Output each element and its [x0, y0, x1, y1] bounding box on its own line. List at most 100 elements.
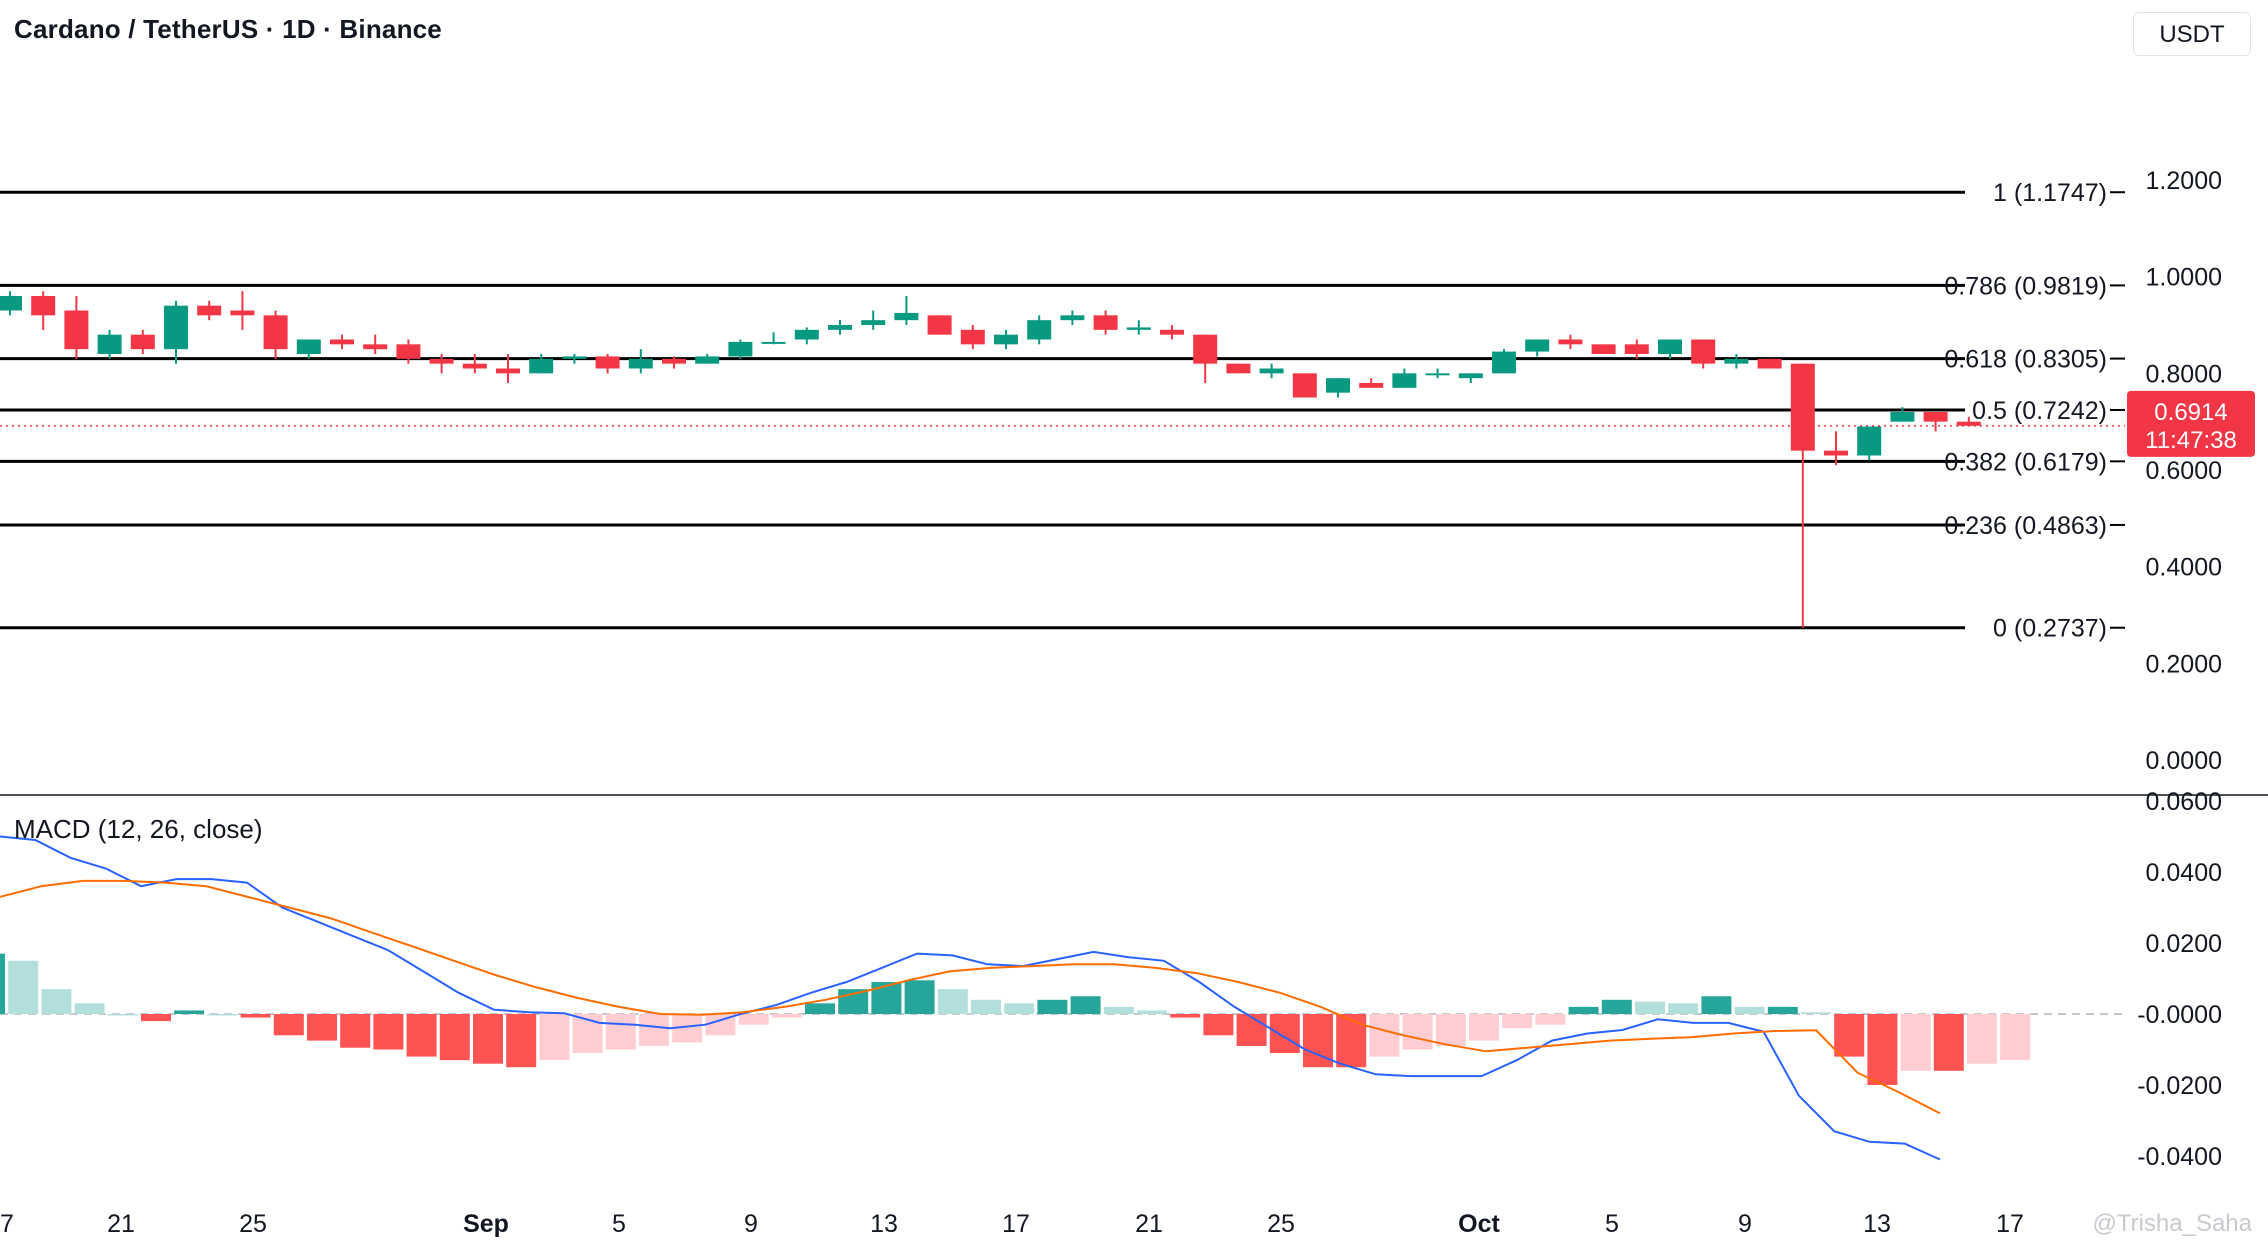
macd-tick-label: -0.0400 [2137, 1143, 2222, 1171]
price-tick-label: 1.2000 [2146, 167, 2222, 195]
macd-axis: 0.0600 0.0400 0.0200 -0.0000 -0.0200 -0.0400 [2137, 788, 2222, 1171]
candle-body [429, 358, 454, 364]
time-tick-label: 21 [107, 1210, 135, 1238]
macd-title[interactable]: MACD (12, 26, close) [14, 814, 263, 844]
candle-body [1658, 339, 1682, 354]
time-tick-label: 17 [1996, 1210, 2024, 1238]
currency-button[interactable]: USDT [2133, 12, 2251, 56]
current-price-countdown: 11:47:38 [2145, 427, 2237, 454]
time-tick-label: 5 [612, 1210, 626, 1238]
macd-histogram-bar [41, 989, 72, 1014]
candle-body [1890, 412, 1915, 422]
candle-body [1425, 373, 1450, 376]
macd-histogram-bar [1402, 1014, 1433, 1050]
candle-body [1624, 344, 1649, 354]
macd-histogram-bar [0, 953, 5, 1014]
candle-body [1824, 450, 1848, 456]
macd-tick-label: 0.0600 [2146, 788, 2222, 816]
macd-histogram-bar [1469, 1014, 1499, 1041]
macd-histogram-bar [506, 1014, 537, 1068]
candle-body [595, 356, 620, 369]
candle-body [927, 315, 952, 335]
macd-histogram-bar [1933, 1014, 1964, 1071]
candle-body [263, 315, 288, 350]
price-tick-label: 0.8000 [2146, 360, 2222, 388]
macd-tick-label: 0.0400 [2146, 859, 2222, 887]
macd-histogram-bar [605, 1014, 636, 1050]
candle-body [1691, 339, 1716, 364]
candle-body [97, 334, 122, 354]
fib-label: 0.5 (0.7242) [1972, 397, 2107, 425]
fib-label: 0.618 (0.8305) [1944, 346, 2107, 374]
macd-histogram-bar [373, 1014, 404, 1050]
time-tick-label: 5 [1605, 1210, 1619, 1238]
time-tick-label: 17 [1002, 1210, 1030, 1238]
macd-histogram-bar [141, 1014, 171, 1022]
candle-body [0, 296, 22, 311]
time-tick-label: 25 [1267, 1210, 1295, 1238]
candle-body [562, 356, 587, 359]
watermark: @Trisha_Saha [2092, 1210, 2252, 1237]
macd-line [0, 835, 1941, 1161]
candle-body [828, 325, 852, 330]
candle-body [1292, 373, 1317, 398]
candle-body [695, 356, 720, 364]
candle-body [728, 341, 753, 357]
time-tick-label: 13 [870, 1210, 898, 1238]
candle-body [1591, 344, 1616, 354]
macd-histogram-bar [273, 1014, 304, 1036]
chart-title: Cardano / TetherUS · 1D · Binance [14, 14, 442, 44]
macd-histogram-bar [1834, 1014, 1865, 1057]
candle-body [794, 329, 819, 340]
macd-histogram-bar [1369, 1014, 1400, 1057]
candle-body [363, 344, 388, 350]
candle-body [1226, 363, 1251, 374]
candle-body [1326, 378, 1350, 393]
macd-histogram-bar [1767, 1006, 1798, 1014]
time-tick-label: 17 [0, 1210, 14, 1238]
candle-body [960, 329, 985, 345]
candle-body [396, 344, 421, 359]
fib-label: 0 (0.2737) [1993, 615, 2107, 643]
candle-body [496, 368, 520, 374]
macd-histogram-bar [639, 1014, 669, 1046]
macd-histogram-bar [1635, 1001, 1665, 1014]
macd-histogram-bar [771, 1014, 802, 1018]
macd-histogram-bar [1203, 1014, 1234, 1036]
candle-body [1923, 412, 1948, 422]
price-tick-label: 1.0000 [2146, 264, 2222, 292]
fib-levels: 1 (1.1747) 0.786 (0.9819) 0.618 (0.8305) 0.… [0, 179, 2125, 643]
candle-body [1525, 339, 1550, 352]
macd-histogram-bar [1037, 999, 1068, 1014]
candle-body [861, 320, 886, 325]
macd-histogram-bar [539, 1014, 570, 1061]
candle-body [1160, 329, 1184, 335]
candle-body [529, 358, 554, 374]
candle-body [64, 310, 89, 350]
macd-histogram-bar [1236, 1014, 1267, 1046]
price-tick-label: 0.4000 [2146, 554, 2222, 582]
candle-body [1956, 421, 1981, 426]
macd-histogram-bar [1801, 1012, 1831, 1014]
candle-body [894, 312, 919, 321]
macd-histogram-bar [473, 1014, 503, 1064]
macd-histogram-bar [74, 1003, 105, 1014]
candle-body [1259, 368, 1284, 374]
macd-histogram-bar [1900, 1014, 1931, 1071]
macd-histogram-bar [340, 1014, 371, 1048]
macd-histogram-bar [307, 1014, 337, 1041]
macd-histogram-bar [937, 989, 968, 1014]
macd-histogram-bar [107, 1014, 138, 1016]
candle-body [1126, 327, 1151, 330]
price-axis: 1.2000 1.0000 0.8000 0.6000 0.4000 0.2000 0.00… [2146, 167, 2222, 775]
macd-histogram-bar [174, 1010, 205, 1014]
macd-histogram-bar [1734, 1006, 1765, 1014]
price-tick-label: 0.0000 [2146, 747, 2222, 775]
candle-body [1558, 339, 1583, 345]
macd-histogram-bar [1269, 1014, 1300, 1054]
time-tick-label: 25 [239, 1210, 267, 1238]
macd-tick-label: -0.0000 [2137, 1001, 2222, 1029]
candle-body [1359, 383, 1384, 388]
